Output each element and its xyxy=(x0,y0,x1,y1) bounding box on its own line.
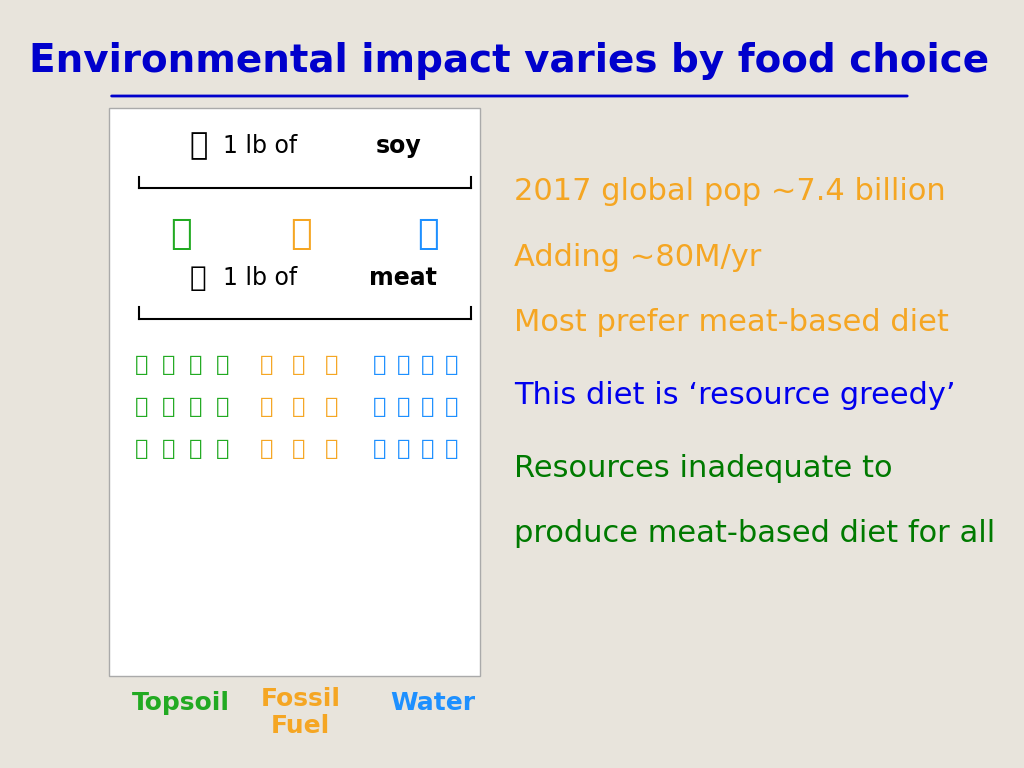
Text: 💧: 💧 xyxy=(418,217,439,251)
FancyBboxPatch shape xyxy=(109,108,479,676)
Text: 💧: 💧 xyxy=(444,439,458,459)
Text: 🌳: 🌳 xyxy=(162,439,175,459)
Text: 💧: 💧 xyxy=(373,355,386,375)
Text: 💧: 💧 xyxy=(373,439,386,459)
Text: 🌳: 🌳 xyxy=(162,355,175,375)
Text: Water: Water xyxy=(390,690,475,715)
Text: ⛽: ⛽ xyxy=(260,355,273,375)
Text: 🌳: 🌳 xyxy=(216,397,229,417)
Text: 🌳: 🌳 xyxy=(189,397,203,417)
Text: Fuel: Fuel xyxy=(271,713,330,738)
Text: 1 lb of: 1 lb of xyxy=(223,266,305,290)
Text: ⛽: ⛽ xyxy=(292,397,305,417)
Text: soy: soy xyxy=(376,134,422,158)
Text: 💧: 💧 xyxy=(373,397,386,417)
Text: 🌳: 🌳 xyxy=(170,217,193,251)
Text: 💧: 💧 xyxy=(444,397,458,417)
Text: ⛽: ⛽ xyxy=(260,439,273,459)
Text: ⛽: ⛽ xyxy=(325,355,338,375)
Text: 🌳: 🌳 xyxy=(216,355,229,375)
Text: 1 lb of: 1 lb of xyxy=(223,134,305,158)
Text: ⛽: ⛽ xyxy=(290,217,311,251)
Text: 🌳: 🌳 xyxy=(134,397,147,417)
Text: 💧: 💧 xyxy=(444,355,458,375)
Text: 🥩: 🥩 xyxy=(190,264,207,292)
Text: 💧: 💧 xyxy=(397,439,411,459)
Text: ⛽: ⛽ xyxy=(325,397,338,417)
Text: Most prefer meat-based diet: Most prefer meat-based diet xyxy=(514,308,948,337)
Text: 💧: 💧 xyxy=(421,397,434,417)
Text: Adding ~80M/yr: Adding ~80M/yr xyxy=(514,243,761,272)
Text: 🌳: 🌳 xyxy=(189,439,203,459)
Text: Fossil: Fossil xyxy=(260,687,341,711)
Text: Environmental impact varies by food choice: Environmental impact varies by food choi… xyxy=(30,42,989,81)
Text: 🍃: 🍃 xyxy=(189,131,208,161)
Text: 💧: 💧 xyxy=(397,355,411,375)
Text: meat: meat xyxy=(369,266,437,290)
Text: 💧: 💧 xyxy=(397,397,411,417)
Text: Resources inadequate to: Resources inadequate to xyxy=(514,454,892,483)
Text: 🌳: 🌳 xyxy=(162,397,175,417)
Text: produce meat-based diet for all: produce meat-based diet for all xyxy=(514,519,995,548)
Text: 💧: 💧 xyxy=(421,439,434,459)
Text: 🌳: 🌳 xyxy=(189,355,203,375)
Text: ⛽: ⛽ xyxy=(292,439,305,459)
Text: ⛽: ⛽ xyxy=(292,355,305,375)
Text: Topsoil: Topsoil xyxy=(132,690,230,715)
Text: 2017 global pop ~7.4 billion: 2017 global pop ~7.4 billion xyxy=(514,177,945,207)
Text: 🌳: 🌳 xyxy=(134,439,147,459)
Text: 🌳: 🌳 xyxy=(216,439,229,459)
Text: ⛽: ⛽ xyxy=(325,439,338,459)
Text: 🌳: 🌳 xyxy=(134,355,147,375)
Text: This diet is ‘resource greedy’: This diet is ‘resource greedy’ xyxy=(514,381,955,410)
Text: 💧: 💧 xyxy=(421,355,434,375)
Text: ⛽: ⛽ xyxy=(260,397,273,417)
